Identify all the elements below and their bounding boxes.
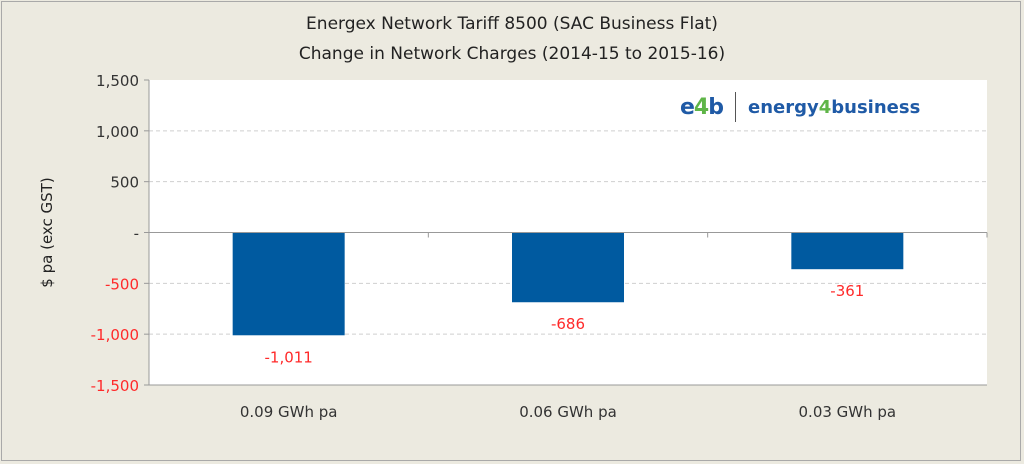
y-tick-label: -: [134, 225, 139, 243]
y-tick-label: -1,500: [91, 377, 139, 395]
x-tick-label: 0.06 GWh pa: [519, 403, 617, 421]
x-tick-label: 0.03 GWh pa: [799, 403, 897, 421]
data-label: -1,011: [264, 348, 312, 366]
data-label: -686: [551, 315, 585, 333]
y-tick-label: 1,500: [96, 72, 139, 90]
chart-title: Energex Network Tariff 8500 (SAC Busines…: [306, 14, 718, 34]
y-tick-label: 500: [110, 174, 139, 192]
e4b-logo: e4b energy4business: [680, 92, 920, 122]
y-tick-label: 1,000: [96, 123, 139, 141]
chart-subtitle: Change in Network Charges (2014-15 to 20…: [298, 44, 726, 64]
data-label: -361: [830, 282, 864, 300]
bar-2: [512, 232, 624, 303]
y-tick-label: -500: [105, 275, 139, 293]
bar-3: [791, 232, 904, 270]
y-axis-label: $ pa (exc GST): [38, 177, 56, 287]
bar-1: [232, 232, 345, 336]
y-tick-label: -1,000: [91, 326, 139, 344]
x-tick-label: 0.09 GWh pa: [240, 403, 338, 421]
